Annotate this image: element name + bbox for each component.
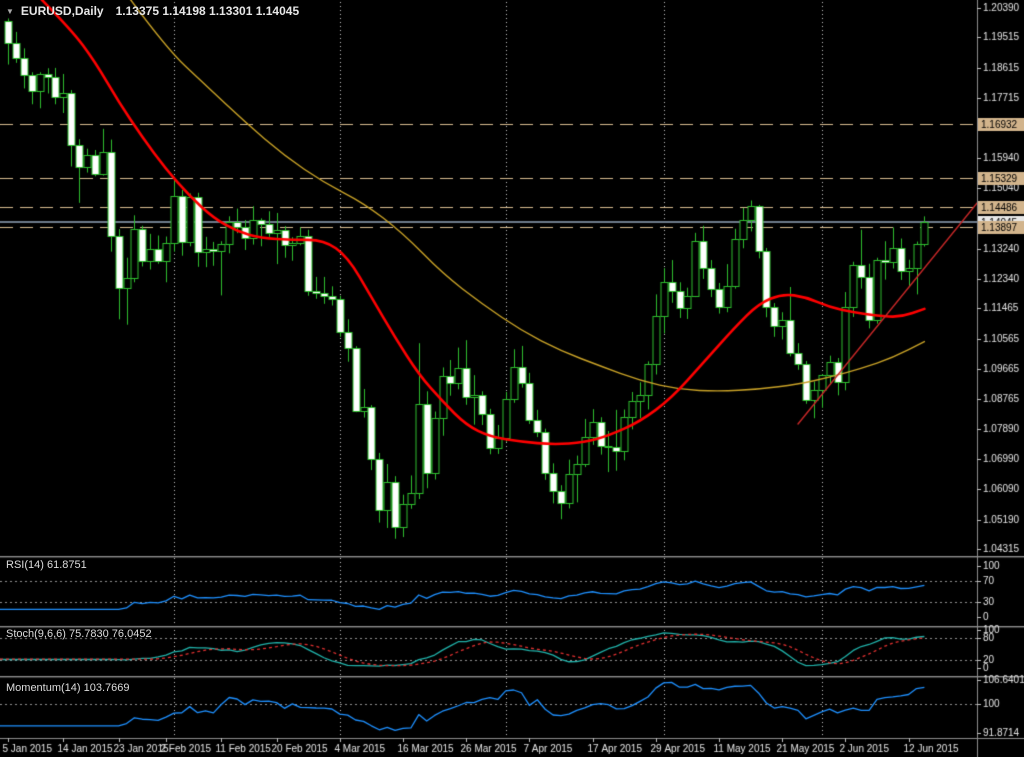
momentum-indicator-label: Momentum(14) 103.7669 <box>6 682 130 694</box>
rsi-indicator-label: RSI(14) 61.8751 <box>6 559 87 571</box>
stoch-indicator-label: Stoch(9,6,6) 75.7830 76.0452 <box>6 628 152 640</box>
chart-title: ▼ EURUSD,Daily 1.13375 1.14198 1.13301 1… <box>6 4 299 18</box>
symbol-dropdown-icon[interactable]: ▼ <box>6 6 14 16</box>
chart-ohlc-values: 1.13375 1.14198 1.13301 1.14045 <box>115 4 300 18</box>
chart-symbol-timeframe: EURUSD,Daily <box>20 4 104 18</box>
